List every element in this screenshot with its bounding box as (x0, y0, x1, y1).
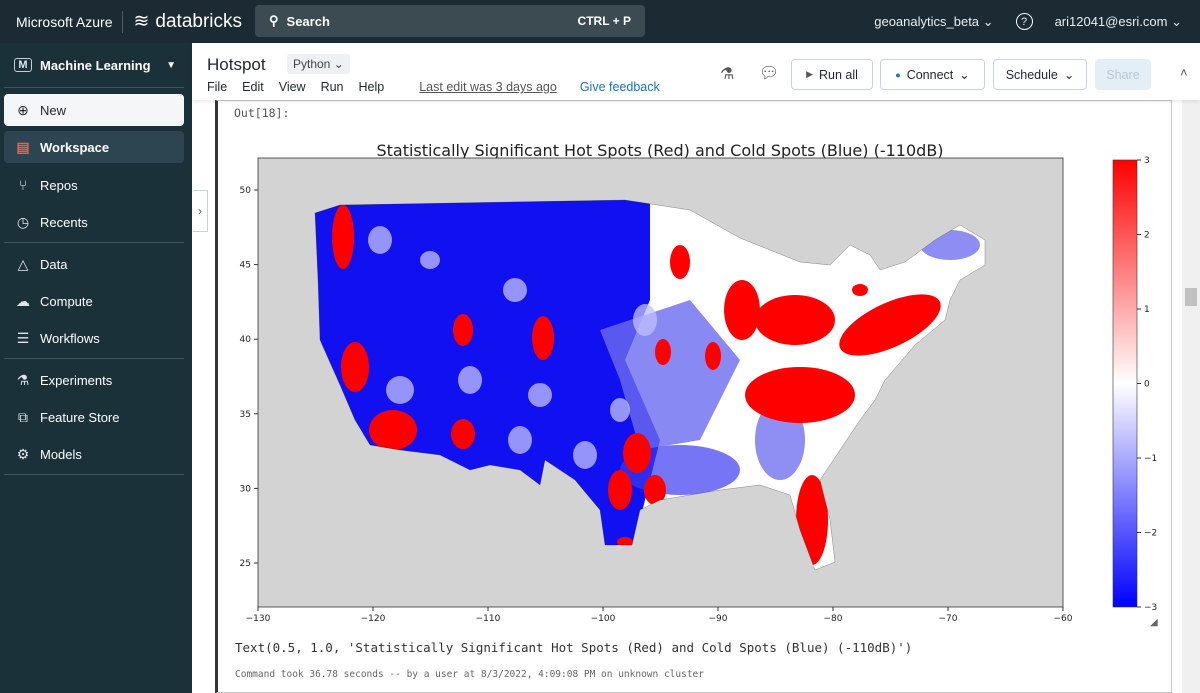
sidebar: M Machine Learning ▼ ⊕ New ▤ Workspace ⑂ Repo… (0, 43, 192, 693)
notebook-title[interactable]: Hotspot (207, 55, 266, 74)
connect-button[interactable]: ● Connect ⌄ (880, 59, 985, 90)
colorbar-ticks: 3 2 1 0 −1 −2 −3 (1137, 156, 1157, 613)
x-tick-label: −80 (824, 614, 843, 624)
y-tick-label: 50 (240, 186, 252, 196)
y-axis: 25 30 35 40 45 50 (240, 186, 258, 569)
x-tick-label: −70 (939, 614, 958, 624)
colorbar-tick-label: 0 (1144, 380, 1150, 390)
sidebar-item-compute[interactable]: ☁ Compute (16, 292, 93, 309)
menu-file[interactable]: File (207, 80, 228, 94)
sidebar-item-workflows[interactable]: ☰ Workflows (4, 322, 184, 354)
sidebar-item-data[interactable]: △ Data (4, 248, 184, 280)
x-tick-label: −60 (1054, 614, 1073, 624)
sidebar-item-recents[interactable]: ◷ Recents (4, 206, 184, 238)
y-tick-label: 45 (240, 261, 251, 271)
sidebar-item-workspace[interactable]: ▤ Workspace (4, 131, 184, 163)
y-tick-label: 40 (240, 335, 252, 345)
persona-switcher[interactable]: M Machine Learning ▼ (4, 49, 184, 81)
colorbar-tick-label: −2 (1144, 529, 1157, 539)
colorbar-tick-label: 2 (1144, 231, 1150, 241)
x-tick-label: −130 (246, 614, 271, 624)
notebook-menu: File Edit View Run Help Last edit was 3 … (207, 80, 660, 94)
notebook-header: Hotspot Python ⌄ File Edit View Run Help… (192, 43, 1200, 100)
persona-m-icon: M (14, 58, 32, 72)
sidebar-item-new[interactable]: ⊕ New (4, 94, 184, 126)
feature-store-icon: ⧉ (18, 408, 28, 425)
chart-title: Statistically Significant Hot Spots (Red… (376, 141, 943, 160)
menu-run[interactable]: Run (320, 80, 344, 94)
menu-view[interactable]: View (278, 80, 306, 94)
x-tick-label: −110 (476, 614, 501, 624)
top-bar: Microsoft Azure ≋ databricks ⚲ Search CTRL … (0, 0, 1200, 43)
hotspot-chart: Statistically Significant Hot Spots (Red… (240, 141, 1158, 624)
models-icon: ⚙ (16, 445, 30, 462)
status-dot-icon: ● (895, 69, 901, 80)
colorbar-tick-label: 3 (1144, 156, 1150, 166)
language-selector[interactable]: Python ⌄ (287, 54, 350, 74)
sidebar-item-feature-store[interactable]: ⧉ Feature Store (4, 401, 184, 433)
page-scrollbar[interactable] (1182, 100, 1200, 693)
help-icon[interactable]: ? (1015, 13, 1033, 30)
last-edit-link[interactable]: Last edit was 3 days ago (419, 80, 557, 94)
workspace-icon: ▤ (16, 138, 30, 155)
colorbar-tick-label: −1 (1144, 454, 1157, 464)
data-icon: △ (17, 255, 29, 272)
sidebar-item-repos[interactable]: ⑂ Repos (4, 169, 184, 201)
x-tick-label: −120 (361, 614, 386, 624)
flask-icon: ⚗ (16, 371, 30, 388)
schedule-button[interactable]: Schedule ⌄ (993, 59, 1087, 90)
sidebar-item-models[interactable]: ⚙ Models (4, 438, 184, 470)
workflows-icon: ☰ (16, 329, 30, 346)
y-tick-label: 30 (240, 484, 252, 494)
x-tick-label: −90 (709, 614, 728, 624)
databricks-layers-icon: ≋ (133, 11, 150, 32)
give-feedback-link[interactable]: Give feedback (579, 80, 660, 94)
x-axis: −130 −120 −110 −100 −90 −80 −70 −60 (246, 607, 1073, 624)
colorbar-tick-label: −3 (1144, 603, 1157, 613)
sidebar-item-experiments[interactable]: ⚗ Experiments (4, 364, 184, 396)
cloud-icon: ☁ (16, 292, 30, 309)
colorbar (1112, 159, 1138, 608)
repos-icon: ⑂ (18, 177, 28, 193)
out-label: Out[18]: (234, 106, 290, 120)
workspace-selector[interactable]: geoanalytics_beta ⌄ (874, 13, 994, 29)
caret-down-icon: ▼ (166, 59, 176, 71)
menu-help[interactable]: Help (358, 80, 385, 94)
search-icon: ⚲ (269, 13, 279, 28)
x-tick-label: −100 (591, 614, 616, 624)
expand-panel-button[interactable]: › (193, 190, 208, 232)
user-menu[interactable]: ari12041@esri.com ⌄ (1054, 13, 1182, 29)
collapse-header-icon[interactable]: ˄ (1180, 65, 1188, 80)
command-info: Command took 36.78 seconds -- by a user … (235, 669, 704, 680)
y-tick-label: 35 (240, 410, 251, 420)
search-shortcut: CTRL + P (577, 14, 631, 28)
menu-edit[interactable]: Edit (242, 80, 264, 94)
azure-brand: Microsoft Azure (16, 13, 113, 30)
text-output: Text(0.5, 1.0, 'Statistically Significan… (235, 640, 913, 655)
run-all-button[interactable]: ▶ Run all (791, 59, 873, 90)
plus-circle-icon: ⊕ (17, 101, 29, 118)
databricks-logo[interactable]: ≋ databricks (133, 10, 243, 33)
share-button[interactable]: Share (1095, 59, 1151, 90)
chevron-right-icon: › (198, 204, 202, 218)
colorbar-tick-label: 1 (1144, 305, 1150, 315)
resize-handle-icon[interactable]: ◢ (1150, 617, 1158, 628)
scrollbar-thumb[interactable] (1185, 288, 1197, 306)
comments-icon[interactable]: 💬︎ (759, 65, 780, 82)
experiment-flask-icon[interactable]: ⚗ (720, 66, 735, 83)
play-icon: ▶ (806, 69, 813, 79)
clock-icon: ◷ (16, 213, 30, 230)
y-tick-label: 25 (240, 559, 251, 569)
search-bar[interactable]: ⚲ Search CTRL + P (255, 5, 645, 37)
